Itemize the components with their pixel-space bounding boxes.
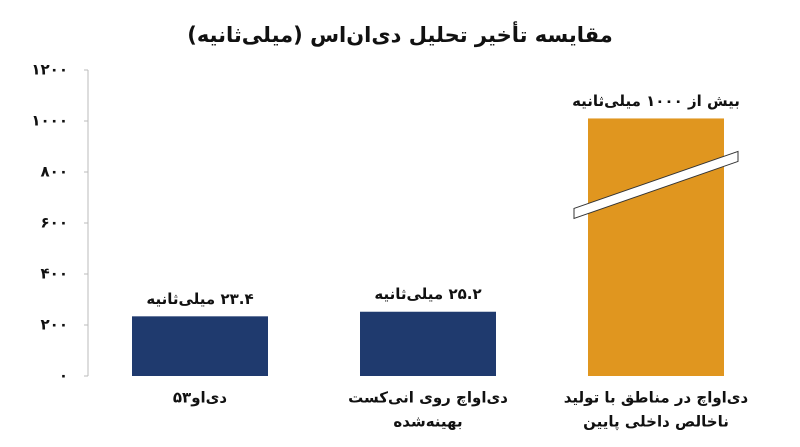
bar: [588, 118, 724, 376]
bar: [132, 316, 268, 376]
value-label: ۲۵.۲ میلی‌ثانیه: [374, 285, 481, 303]
x-tick-label: ناخالص داخلی پایین: [583, 413, 729, 432]
y-tick-label: ۸۰۰: [41, 163, 68, 181]
y-tick-label: ۱۲۰۰: [31, 61, 68, 79]
x-tick-label: دی‌اواچ در مناطق با تولید: [564, 389, 749, 407]
x-tick-label: دی‌او۵۳: [173, 389, 228, 407]
x-tick-label: دی‌اواچ روی انی‌کست: [348, 389, 508, 407]
axis-break: [573, 150, 739, 220]
x-tick-label: بهینه‌شده: [393, 413, 462, 431]
y-tick-label: ۴۰۰: [41, 265, 68, 283]
value-label: ۲۳.۴ میلی‌ثانیه: [146, 290, 253, 308]
y-tick-label: ۰: [59, 367, 68, 385]
bar: [360, 311, 496, 376]
value-label: بیش از ۱۰۰۰ میلی‌ثانیه: [572, 92, 740, 110]
y-tick-label: ۲۰۰: [41, 316, 68, 334]
chart-title: مقایسه تأخیر تحلیل دی‌ان‌اس (میلی‌ثانیه): [187, 20, 613, 47]
y-tick-label: ۶۰۰: [41, 214, 68, 232]
y-tick-label: ۱۰۰۰: [31, 112, 68, 130]
